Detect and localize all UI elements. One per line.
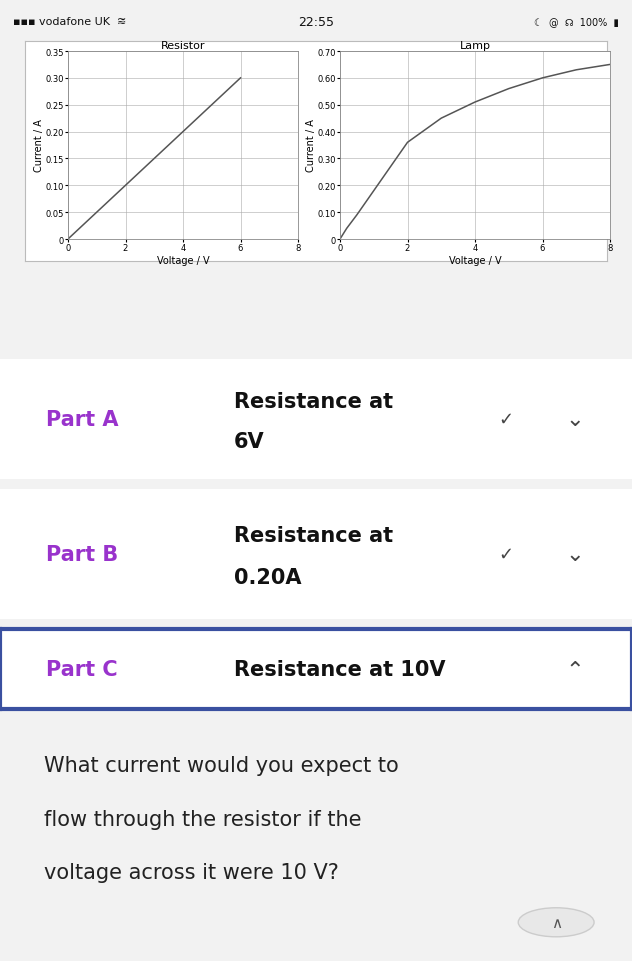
Text: ∧: ∧ — [550, 915, 562, 930]
X-axis label: Voltage / V: Voltage / V — [449, 256, 501, 265]
Text: Resistance at 10V: Resistance at 10V — [234, 659, 446, 679]
Text: voltage across it were 10 V?: voltage across it were 10 V? — [44, 862, 339, 882]
Text: 6V: 6V — [234, 431, 264, 451]
Text: Part C: Part C — [46, 659, 118, 679]
Text: ⌄: ⌄ — [566, 409, 585, 430]
Text: Resistance at: Resistance at — [234, 391, 393, 411]
Text: ⌃: ⌃ — [566, 659, 585, 679]
Text: Part B: Part B — [46, 545, 118, 564]
Text: Resistance at: Resistance at — [234, 525, 393, 545]
Text: ☾  @  ☊  100%  ▮: ☾ @ ☊ 100% ▮ — [535, 17, 619, 27]
Text: flow through the resistor if the: flow through the resistor if the — [44, 809, 362, 828]
Title: Resistor: Resistor — [161, 41, 205, 51]
Text: ✓: ✓ — [498, 410, 513, 429]
Y-axis label: Current / A: Current / A — [306, 119, 316, 172]
Text: What current would you expect to: What current would you expect to — [44, 755, 399, 776]
X-axis label: Voltage / V: Voltage / V — [157, 256, 209, 265]
Y-axis label: Current / A: Current / A — [34, 119, 44, 172]
Text: ⌄: ⌄ — [566, 545, 585, 564]
Title: Lamp: Lamp — [459, 41, 490, 51]
Circle shape — [518, 908, 594, 937]
Text: Part A: Part A — [46, 409, 118, 430]
Text: 0.20A: 0.20A — [234, 568, 301, 588]
Text: ▪▪▪ vodafone UK  ≋: ▪▪▪ vodafone UK ≋ — [13, 17, 126, 27]
Text: ✓: ✓ — [498, 546, 513, 563]
Text: 22:55: 22:55 — [298, 15, 334, 29]
